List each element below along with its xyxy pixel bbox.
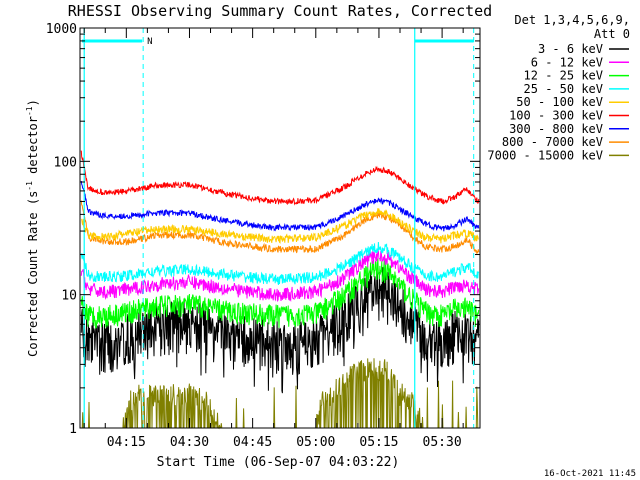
plot-frame bbox=[79, 27, 481, 429]
legend-header-line-1: Det 1,3,4,5,6,9, bbox=[514, 13, 630, 27]
legend-label: 3 - 6 keV bbox=[538, 42, 603, 56]
x-tick-label: 04:30 bbox=[170, 435, 209, 450]
y-tick-label: 100 bbox=[54, 155, 77, 170]
axis-layer: 1 10 100 1000 04:15 04:30 04:45 05:00 05:15 05:30 bbox=[46, 22, 480, 450]
y-tick-label: 10 bbox=[61, 289, 77, 304]
annotation-layer: N bbox=[82, 28, 475, 428]
legend-label: 12 - 25 keV bbox=[524, 69, 603, 83]
timestamp: 16-Oct-2021 11:45 bbox=[544, 469, 636, 479]
series-line bbox=[80, 180, 480, 232]
x-axis-label: Start Time (06-Sep-07 04:03:22) bbox=[157, 455, 400, 470]
x-tick-label: 05:30 bbox=[423, 435, 462, 450]
x-tick-label: 04:15 bbox=[107, 435, 146, 450]
series-line bbox=[80, 267, 480, 394]
series-line bbox=[80, 241, 480, 286]
legend-header-line-2: Att 0 bbox=[594, 27, 630, 41]
series-line bbox=[80, 208, 479, 244]
y-tick-label: 1 bbox=[69, 422, 77, 437]
chart-title: RHESSI Observing Summary Count Rates, Co… bbox=[68, 2, 492, 20]
x-tick-label: 05:00 bbox=[296, 435, 335, 450]
y-axis-label: Corrected Count Rate (s-1 detector-1) bbox=[25, 99, 40, 357]
series-line bbox=[80, 258, 480, 329]
x-tick-label: 05:15 bbox=[359, 435, 398, 450]
series-line bbox=[80, 249, 480, 303]
legend-label: 6 - 12 keV bbox=[531, 55, 603, 69]
legend-label: 7000 - 15000 keV bbox=[487, 148, 603, 162]
legend-label: 50 - 100 keV bbox=[516, 95, 603, 109]
legend-label: 100 - 300 keV bbox=[509, 109, 603, 123]
annotation-n: N bbox=[147, 37, 152, 47]
legend-label: 800 - 7000 keV bbox=[502, 135, 603, 149]
legend-label: 25 - 50 keV bbox=[524, 82, 603, 96]
series-line bbox=[80, 150, 480, 206]
series-line bbox=[80, 200, 480, 254]
x-tick-label: 04:45 bbox=[233, 435, 272, 450]
y-tick-label: 1000 bbox=[46, 22, 77, 37]
legend-label: 300 - 800 keV bbox=[509, 122, 603, 136]
series-layer bbox=[80, 150, 480, 430]
